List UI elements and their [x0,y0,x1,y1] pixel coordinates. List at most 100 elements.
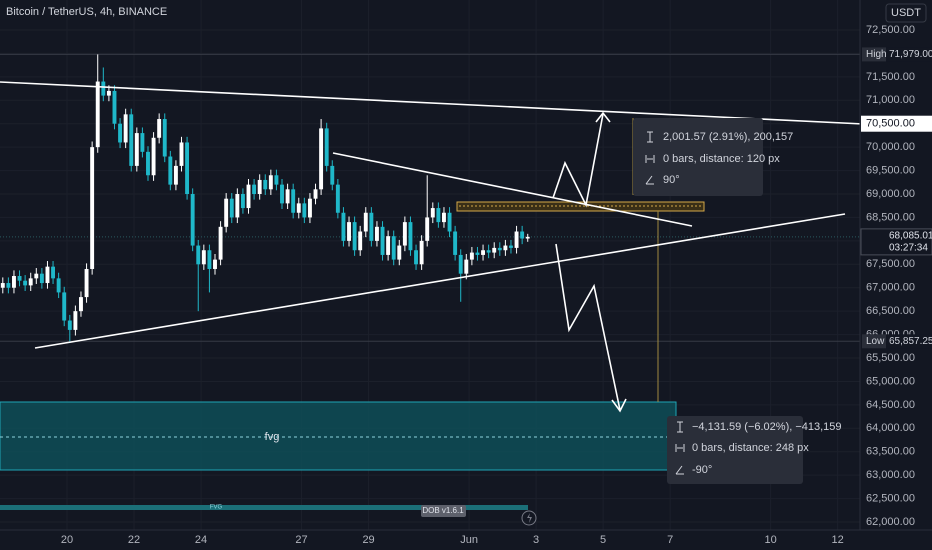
replay-icon[interactable] [521,510,537,526]
measurement-text: -90° [692,464,712,476]
candle-body [201,250,206,265]
candle-body [408,222,413,251]
candle-body [123,114,128,143]
y-tick-label: 63,000.00 [866,469,915,481]
candle-body [224,198,229,227]
candle-body [358,231,363,251]
trendline-price-bg [861,115,932,132]
candle-body [296,203,301,213]
x-tick-label: 7 [667,534,673,546]
y-tick-label: 62,500.00 [866,493,915,505]
x-tick-label: 29 [362,534,374,546]
currency: USDT [891,7,921,19]
candle-body [419,240,424,265]
y-tick-label: 65,500.00 [866,352,915,364]
candle-body [509,245,513,248]
path-arrow [552,113,604,208]
x-tick-label: 5 [600,534,606,546]
x-tick-label: 22 [128,534,140,546]
x-tick-label: 10 [765,534,777,546]
candle-body [436,208,441,223]
indicator-bar [0,505,528,510]
candle-body [352,222,357,251]
candle-body [207,250,212,269]
candle-body [486,250,491,253]
y-tick-label: 64,000.00 [866,422,915,434]
candle-body [151,137,156,176]
candle-body [129,114,134,166]
candle-body [196,245,201,265]
candle-body [39,273,44,284]
candle-body [464,259,469,274]
y-tick-label: 70,000.00 [866,141,915,153]
trendline [34,213,846,349]
candle-body [324,128,329,166]
candle-body [134,133,139,166]
measurement-text: 2,001.57 (2.91%), 200,157 [663,131,793,143]
x-tick-label: Jun [460,534,478,546]
candle-body [112,90,117,124]
candle-body [146,151,150,176]
measurement-bg [633,118,763,196]
y-tick-label: 69,500.00 [866,164,915,176]
candle-body [475,252,480,255]
candle-body [62,292,67,321]
candle-body [0,283,5,288]
y-tick-label: 66,500.00 [866,305,915,317]
marker-name: Low [866,336,885,347]
fvg-zone [0,401,677,471]
x-tick-label: 12 [832,534,844,546]
zone-label: fvg [265,431,280,443]
candle-body [67,320,72,330]
candle-body [497,247,502,251]
candle-body [246,184,251,209]
candle-body [162,119,167,157]
candle-body [363,212,368,232]
candle-body [285,189,290,204]
measurement-bg [667,416,803,484]
marker-name: High [866,49,887,60]
candle-body [280,184,284,204]
currency-button[interactable] [885,3,927,23]
candle-body [213,259,217,269]
measurement-text: 90° [663,174,680,186]
candle-body [397,245,402,260]
candle-body [140,133,145,152]
candle-body [302,203,307,218]
x-tick-label: 27 [295,534,307,546]
y-tick-label: 68,500.00 [866,211,915,223]
candle-body [430,208,435,218]
candle-body [157,119,162,138]
measurement-text: 0 bars, distance: 120 px [663,153,780,165]
candle-body [6,283,11,288]
candle-body [252,184,257,195]
price-axis [860,0,932,550]
chart-title: Bitcoin / TetherUS, 4h, BINANCE [6,6,167,18]
y-tick-label: 65,000.00 [866,375,915,387]
y-tick-label: 69,000.00 [866,188,915,200]
candle-body [503,245,508,251]
candle-body [34,273,39,279]
candle-body [229,198,234,218]
y-tick-label: 67,000.00 [866,282,915,294]
candle-body [514,231,519,248]
y-tick-label: 64,500.00 [866,399,915,411]
arrow-head [595,111,611,123]
measurement-box: −4,131.59 (−6.02%), −413,159 0 bars, dis… [667,416,842,484]
candle-body [17,276,22,281]
x-tick-label: 20 [61,534,73,546]
arrow-head [611,398,627,413]
candle-body [185,142,190,195]
x-tick-label: 24 [195,534,207,546]
candle-body [458,254,463,274]
candle-body [335,184,340,213]
candle-body [274,175,279,185]
indicator-tag: FVG [210,505,223,511]
grid [0,53,860,342]
candle-body [291,189,296,213]
marker-name-bg [862,334,886,349]
candle-body [106,90,111,96]
candle-body [369,212,374,241]
candle-body [391,236,396,260]
candle-body [73,311,78,330]
